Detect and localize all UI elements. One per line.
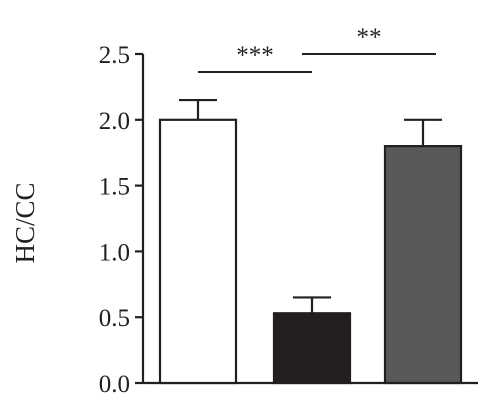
bar-3 [383, 145, 463, 385]
significance-annotations: ***** [198, 24, 436, 73]
y-tick-label: 0.0 [99, 371, 130, 398]
y-tick-label: 1.5 [99, 174, 130, 201]
error-bars [179, 98, 442, 314]
bars [158, 118, 463, 385]
y-axis-label: HC/CC [10, 182, 40, 263]
bar-1 [158, 118, 238, 385]
y-tick-label: 0.5 [99, 305, 130, 332]
significance-label-1: *** [236, 42, 274, 69]
y-tick-label: 1.0 [99, 239, 130, 266]
bar-2 [272, 312, 352, 385]
axes: 0.0 0.5 1.0 1.5 2.0 2.5 [99, 42, 478, 398]
y-tick-label: 2.5 [99, 42, 130, 69]
y-tick-label: 2.0 [99, 108, 130, 135]
significance-label-2: ** [357, 24, 382, 51]
